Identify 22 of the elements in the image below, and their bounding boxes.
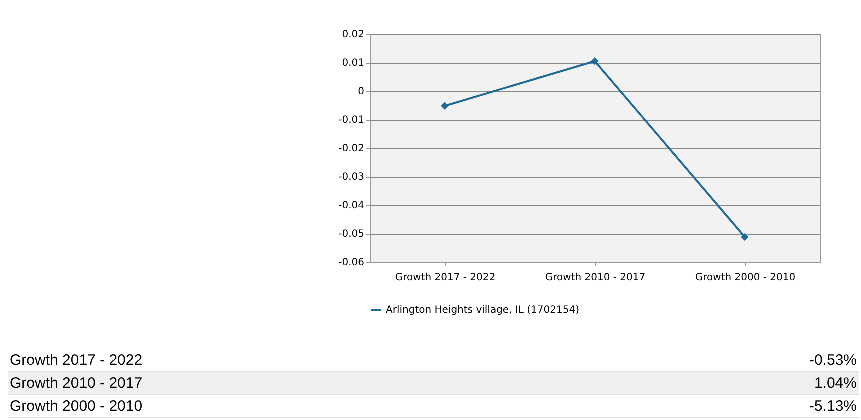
point [591, 57, 599, 66]
x-tick-label: Growth 2017 - 2022 [395, 272, 496, 284]
y-tick-label: -0.06 [338, 258, 364, 268]
text: 1.04% [626, 372, 859, 394]
y-tick-label: -0.03 [338, 172, 364, 183]
text: Growth 2010 - 2017 [8, 372, 626, 394]
y-tick-label: -0.02 [338, 144, 364, 154]
y-tick-label: 0.01 [342, 58, 364, 69]
text: -0.53% [626, 349, 859, 372]
point [741, 233, 749, 242]
text: Growth 2017 - 2022 [8, 349, 626, 372]
y-tick-label: -0.04 [338, 200, 364, 212]
point [441, 102, 449, 110]
y-tick-label: -0.01 [338, 115, 364, 126]
y-tick-label: -0.05 [338, 229, 364, 240]
text: Growth 2000 - 2010 [8, 394, 626, 418]
x-tick-label: Growth 2000 - 2010 [695, 272, 796, 284]
x-tick-label: Growth 2010 - 2017 [545, 272, 646, 284]
y-tick-label: 0.02 [342, 30, 364, 40]
text: -5.13% [626, 394, 859, 418]
legend-label: Arlington Heights village, IL (1702154) [386, 305, 580, 316]
y-tick-label: 0 [358, 86, 364, 98]
